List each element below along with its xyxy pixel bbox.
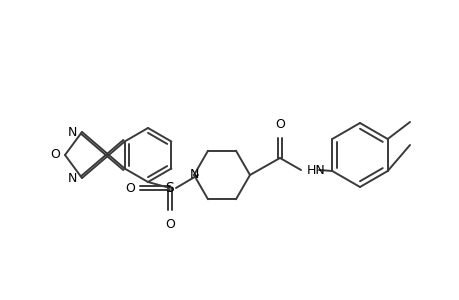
- Text: N: N: [67, 125, 77, 139]
- Text: O: O: [50, 148, 60, 161]
- Text: N: N: [189, 167, 198, 181]
- Text: S: S: [165, 181, 174, 195]
- Text: N: N: [67, 172, 77, 184]
- Text: O: O: [274, 118, 284, 131]
- Text: HN: HN: [306, 164, 325, 176]
- Text: O: O: [165, 218, 174, 231]
- Text: O: O: [125, 182, 134, 194]
